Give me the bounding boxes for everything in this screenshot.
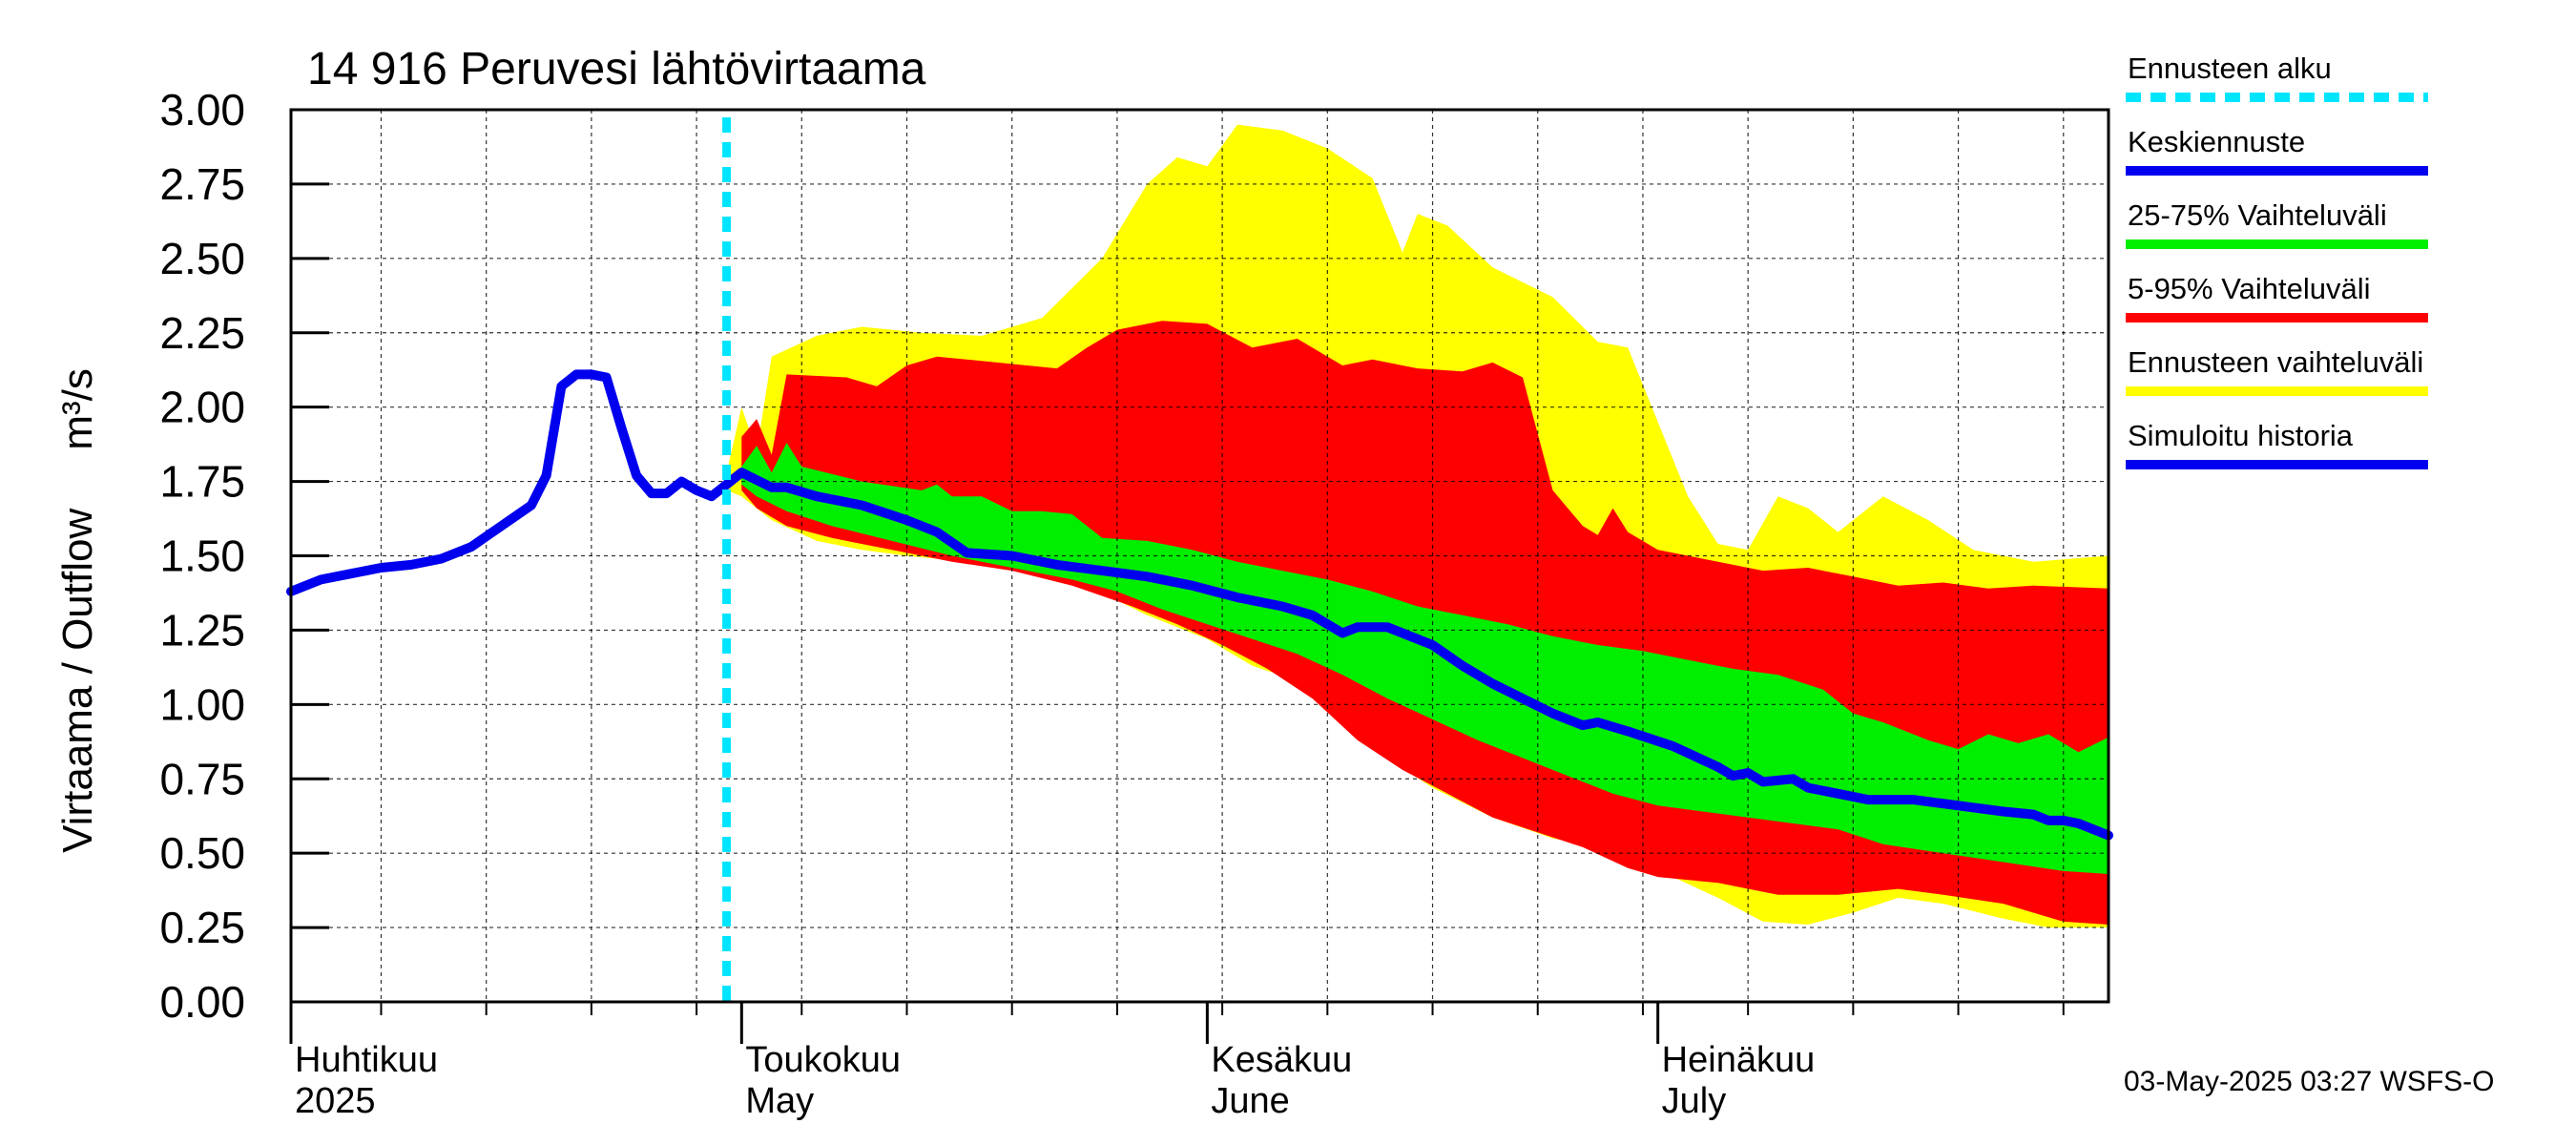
- y-tick-label-12: 3.00: [159, 85, 245, 135]
- y-tick-label-5: 1.25: [159, 605, 245, 655]
- timestamp-footer: 03-May-2025 03:27 WSFS-O: [2124, 1066, 2495, 1097]
- month-label-3: Heinäkuu: [1662, 1040, 1816, 1080]
- band-25-75-vaihteluv-li: [741, 443, 2109, 874]
- grid-lines: [291, 109, 2109, 1003]
- legend-label-25-75-vaihteluv-li: 25-75% Vaihteluväli: [2128, 198, 2387, 232]
- y-tick-label-2: 0.50: [159, 828, 245, 878]
- y-tick-label-4: 1.00: [159, 679, 245, 729]
- series-line-keskiennuste: [737, 468, 2113, 841]
- legend-label-simuloitu-historia: Simuloitu historia: [2128, 419, 2354, 452]
- legend-label-keskiennuste: Keskiennuste: [2128, 125, 2305, 158]
- legend-label-ennusteen-alku: Ennusteen alku: [2128, 52, 2332, 85]
- y-tick-label-9: 2.25: [159, 308, 245, 358]
- y-tick-label-3: 0.75: [159, 754, 245, 803]
- forecast-bands: [726, 124, 2109, 928]
- y-tick-label-7: 1.75: [159, 457, 245, 507]
- y-axis-ticks: 0.00 0.25 0.50 0.75 1.00 1.25 1.50 1.75 2.00 2.25…: [159, 85, 329, 1027]
- month-sublabel-3: July: [1662, 1081, 1727, 1121]
- y-tick-label-8: 2.00: [159, 383, 245, 432]
- month-sublabel-2: June: [1211, 1081, 1289, 1121]
- y-tick-label-0: 0.00: [159, 977, 245, 1027]
- y-tick-label-6: 1.50: [159, 531, 245, 581]
- month-label-0: Huhtikuu: [295, 1040, 438, 1080]
- y-tick-label-1: 0.25: [159, 903, 245, 952]
- y-tick-label-10: 2.50: [159, 234, 245, 283]
- legend-label-ennusteen-vaihteluv-li: Ennusteen vaihteluväli: [2128, 345, 2423, 379]
- month-label-1: Toukokuu: [745, 1040, 901, 1080]
- month-sublabel-0: 2025: [295, 1081, 376, 1121]
- month-sublabel-1: May: [745, 1081, 814, 1121]
- legend: Ennusteen alku Keskiennuste 25-75% Vaihtel…: [2126, 52, 2428, 469]
- month-label-2: Kesäkuu: [1211, 1040, 1352, 1080]
- series-line-simuloitu-historia: [286, 369, 747, 596]
- y-axis-title: Virtaama / Outflow m³/s: [54, 368, 101, 853]
- series-lines: [286, 117, 2113, 1002]
- legend-label-5-95-vaihteluv-li: 5-95% Vaihteluväli: [2128, 272, 2370, 305]
- y-tick-label-11: 2.75: [159, 159, 245, 209]
- chart-title: 14 916 Peruvesi lähtövirtaama: [307, 44, 926, 94]
